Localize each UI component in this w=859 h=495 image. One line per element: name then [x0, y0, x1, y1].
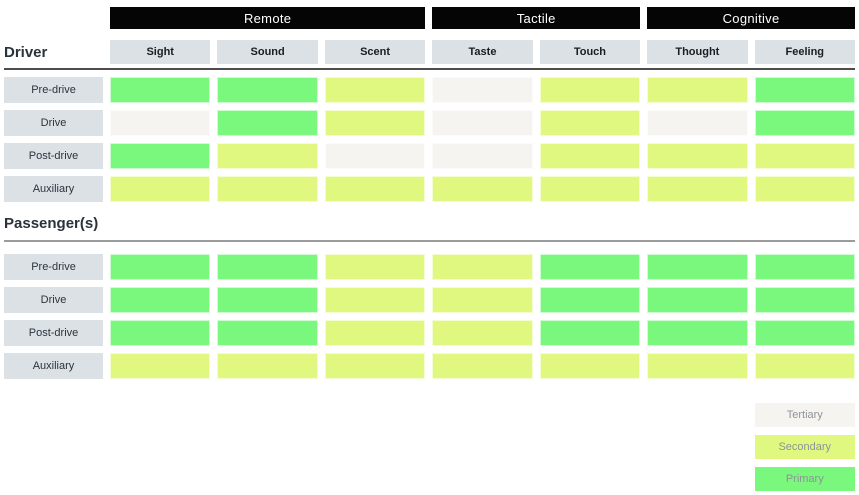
row-label-post-drive: Post-drive [4, 320, 103, 346]
matrix-cell-primary [754, 287, 855, 313]
row-label-auxiliary: Auxiliary [4, 353, 103, 379]
legend: Tertiary Secondary Primary [4, 403, 855, 491]
matrix-cell-primary [217, 110, 318, 136]
row-label-pre-drive: Pre-drive [4, 254, 103, 280]
matrix-cell-secondary [324, 287, 426, 313]
row-label-drive: Drive [4, 287, 103, 313]
matrix-cell-secondary [539, 176, 641, 202]
matrix-cell-secondary [754, 176, 855, 202]
matrix-cell-secondary [539, 353, 641, 379]
matrix-cell-secondary [324, 353, 426, 379]
matrix-cell-secondary [647, 77, 748, 103]
matrix-cell-primary [647, 287, 748, 313]
matrix-cell-secondary [539, 143, 641, 169]
matrix-rows-driver: Pre-drive Drive Post-drive Auxiliary [4, 77, 855, 202]
group-header-cognitive: Cognitive [647, 7, 855, 29]
matrix-cell-primary [539, 254, 641, 280]
matrix-cell-secondary [432, 353, 533, 379]
column-header-scent: Scent [324, 40, 426, 64]
row-label-pre-drive: Pre-drive [4, 77, 103, 103]
matrix-cell-primary [539, 320, 641, 346]
section-divider-passenger-s [4, 240, 855, 242]
matrix-cell-secondary [539, 110, 641, 136]
matrix-cell-secondary [217, 176, 318, 202]
legend-item-tertiary: Tertiary [754, 403, 855, 427]
matrix-cell-primary [754, 254, 855, 280]
matrix-cell-primary [754, 110, 855, 136]
matrix-cell-primary [217, 254, 318, 280]
matrix-cell-primary [754, 320, 855, 346]
matrix-cell-secondary [217, 353, 318, 379]
group-header-tactile: Tactile [432, 7, 641, 29]
matrix-cell-primary [539, 287, 641, 313]
matrix-cell-secondary [432, 176, 533, 202]
matrix-header-row: Driver Sight Sound Scent Taste Touch Thought Fe… [4, 40, 855, 64]
matrix-cell-primary [110, 287, 211, 313]
matrix-cell-primary [754, 77, 855, 103]
column-header-thought: Thought [647, 40, 748, 64]
matrix-cell-tertiary [324, 143, 426, 169]
matrix-cell-primary [217, 320, 318, 346]
matrix-cell-secondary [647, 353, 748, 379]
matrix-cell-secondary [217, 143, 318, 169]
matrix-cell-secondary [754, 143, 855, 169]
group-header-remote: Remote [110, 7, 426, 29]
matrix-cell-secondary [647, 176, 748, 202]
matrix-cell-secondary [432, 287, 533, 313]
matrix-cell-secondary [432, 254, 533, 280]
matrix-cell-primary [647, 320, 748, 346]
matrix-cell-primary [217, 77, 318, 103]
matrix-cell-secondary [754, 353, 855, 379]
matrix-sections: Driver Sight Sound Scent Taste Touch Thought Fe… [4, 40, 855, 379]
row-label-drive: Drive [4, 110, 103, 136]
column-header-touch: Touch [539, 40, 641, 64]
matrix-cell-secondary [432, 320, 533, 346]
matrix-cell-secondary [647, 143, 748, 169]
matrix-cell-primary [217, 287, 318, 313]
matrix-cell-tertiary [432, 110, 533, 136]
column-header-sight: Sight [110, 40, 211, 64]
matrix-cell-secondary [110, 353, 211, 379]
matrix-cell-secondary [110, 176, 211, 202]
matrix-cell-secondary [324, 176, 426, 202]
section-title-passenger-s: Passenger(s) [4, 215, 99, 232]
legend-item-primary: Primary [754, 467, 855, 491]
matrix-cell-tertiary [647, 110, 748, 136]
matrix-cell-primary [110, 254, 211, 280]
matrix-cell-secondary [324, 77, 426, 103]
matrix-cell-secondary [539, 77, 641, 103]
legend-item-secondary: Secondary [754, 435, 855, 459]
matrix-cell-secondary [324, 110, 426, 136]
matrix-cell-primary [110, 320, 211, 346]
column-header-taste: Taste [432, 40, 533, 64]
row-label-auxiliary: Auxiliary [4, 176, 103, 202]
row-label-post-drive: Post-drive [4, 143, 103, 169]
column-group-row: Remote Tactile Cognitive [4, 7, 855, 29]
matrix-cell-secondary [324, 320, 426, 346]
section-divider-driver [4, 68, 855, 70]
matrix-cell-secondary [324, 254, 426, 280]
column-header-feeling: Feeling [754, 40, 855, 64]
column-header-sound: Sound [217, 40, 318, 64]
matrix-cell-primary [110, 77, 211, 103]
section-title-driver: Driver [4, 43, 48, 61]
matrix-cell-primary [110, 143, 211, 169]
matrix-cell-primary [647, 254, 748, 280]
matrix-cell-tertiary [432, 143, 533, 169]
matrix-rows-passenger-s: Pre-drive Drive Post-drive Auxiliary [4, 254, 855, 379]
matrix-cell-tertiary [110, 110, 211, 136]
matrix-cell-tertiary [432, 77, 533, 103]
